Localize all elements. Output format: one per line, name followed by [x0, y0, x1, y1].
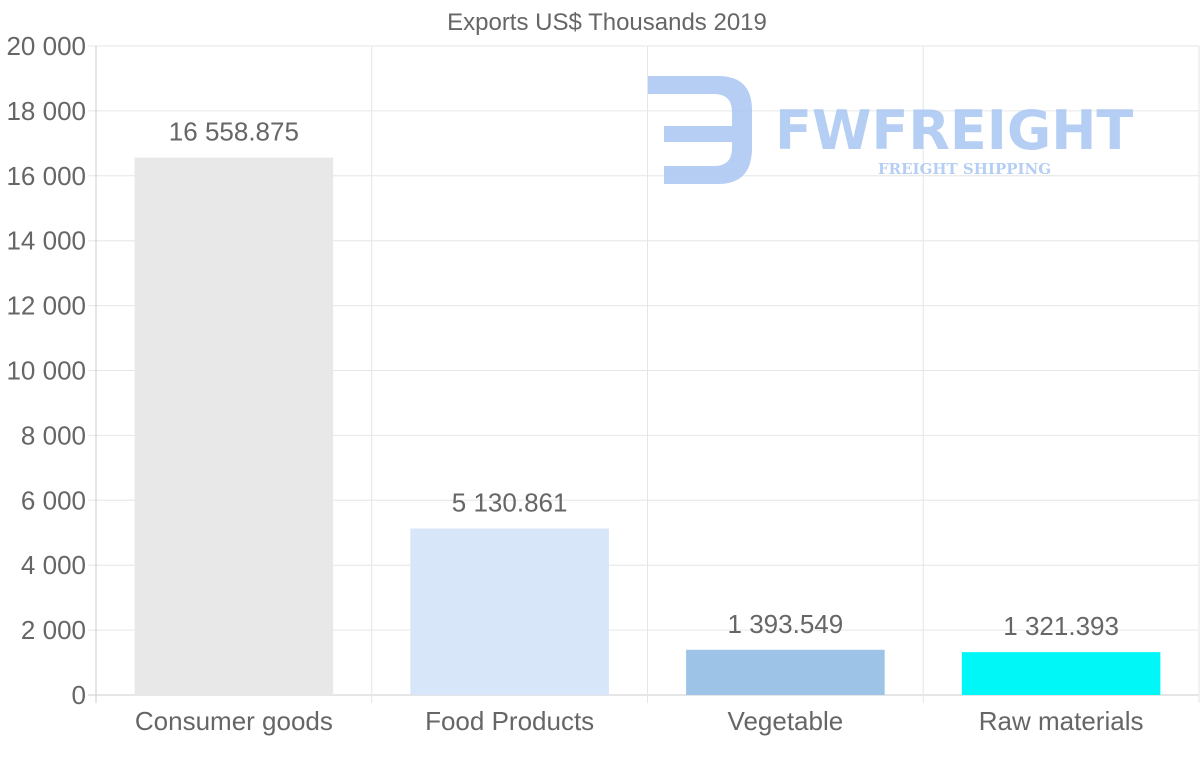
y-tick-label: 0 [72, 680, 86, 710]
y-tick-label: 2 000 [21, 615, 86, 645]
x-tick-label: Raw materials [979, 706, 1144, 736]
y-tick-label: 18 000 [6, 96, 86, 126]
value-label: 16 558.875 [169, 117, 299, 147]
bar-consumer-goods [134, 157, 334, 696]
watermark: FWFREIGHT FREIGHT SHIPPING [648, 76, 1133, 184]
y-tick-label: 14 000 [6, 226, 86, 256]
x-tick-label: Consumer goods [135, 706, 333, 736]
value-labels: 16 558.875 5 130.861 1 393.549 1 321.393 [169, 117, 1119, 641]
y-tick-label: 16 000 [6, 161, 86, 191]
x-tick-label: Vegetable [728, 706, 844, 736]
value-label: 5 130.861 [452, 488, 568, 518]
x-axis-ticks: Consumer goods Food Products Vegetable Raw … [135, 706, 1144, 736]
value-label: 1 321.393 [1003, 611, 1119, 641]
value-label: 1 393.549 [728, 609, 844, 639]
bar-raw-materials [961, 652, 1161, 695]
y-tick-label: 4 000 [21, 550, 86, 580]
x-tick-label: Food Products [425, 706, 594, 736]
y-axis-ticks: 0 2 000 4 000 6 000 8 000 10 000 12 000 14 000 1… [6, 31, 86, 710]
bar-food-products [410, 528, 609, 695]
watermark-tagline: FREIGHT SHIPPING [878, 160, 1051, 178]
bar-vegetable [686, 649, 885, 695]
y-tick-label: 6 000 [21, 485, 86, 515]
chart-title: Exports US$ Thousands 2019 [447, 9, 767, 36]
y-tick-label: 12 000 [6, 291, 86, 321]
y-tick-label: 8 000 [21, 420, 86, 450]
bars [134, 157, 1161, 696]
watermark-brand: FWFREIGHT [775, 99, 1133, 162]
y-tick-label: 10 000 [6, 356, 86, 386]
watermark-logo-icon [648, 76, 752, 184]
y-tick-label: 20 000 [6, 31, 86, 61]
